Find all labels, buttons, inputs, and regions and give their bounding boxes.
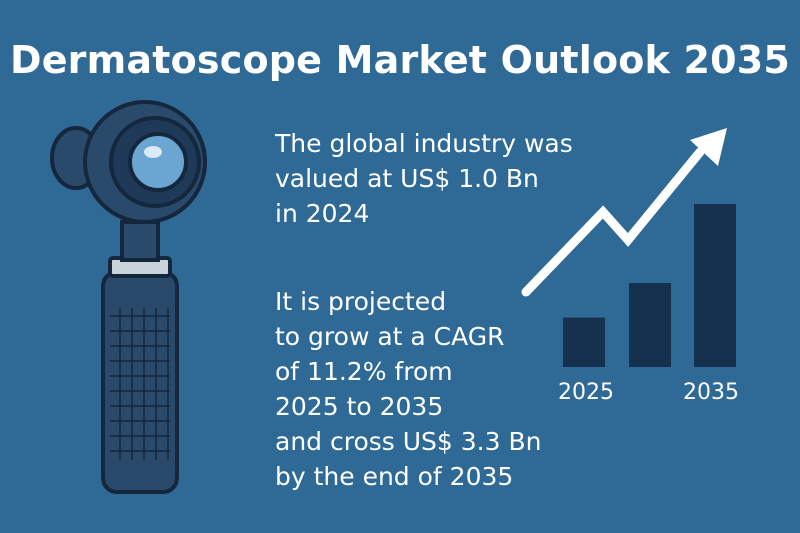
tick-label-2025: 2025 [558, 380, 614, 405]
dermatoscope-icon [50, 100, 207, 494]
bar-chart [563, 204, 736, 367]
page-title: Dermatoscope Market Outlook 2035 [9, 38, 791, 82]
tick-label-2035: 2035 [683, 380, 739, 405]
valuation-text: The global industry was valued at US$ 1.… [275, 126, 573, 231]
valuation-line: The global industry was [275, 129, 573, 158]
valuation-line: valued at US$ 1.0 Bn [275, 164, 539, 193]
valuation-line: in 2024 [275, 199, 370, 228]
projection-line: by the end of 2035 [275, 462, 514, 491]
trend-arrow-icon [521, 128, 727, 297]
projection-line: 2025 to 2035 [275, 392, 444, 421]
projection-text: It is projected to grow at a CAGR of 11.… [275, 284, 541, 494]
projection-line: It is projected [275, 287, 447, 316]
projection-line: and cross US$ 3.3 Bn [275, 427, 542, 456]
projection-line: of 11.2% from [275, 357, 453, 386]
bar-1 [563, 317, 605, 367]
bar-3 [694, 204, 736, 367]
bar-2 [629, 283, 671, 367]
projection-line: to grow at a CAGR [275, 322, 505, 351]
